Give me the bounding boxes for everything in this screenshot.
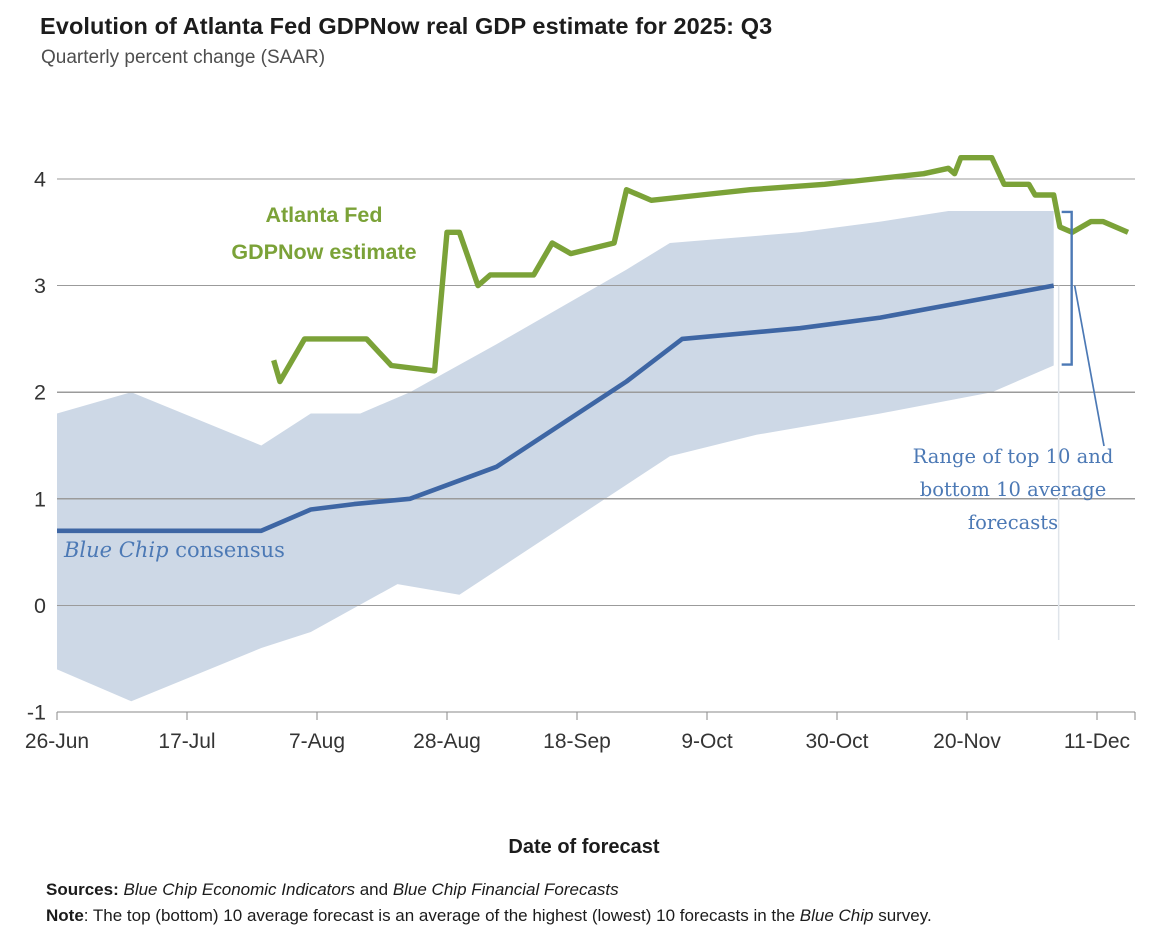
y-tick-label: 4	[34, 168, 46, 192]
note-label: Note	[46, 906, 84, 925]
blue-chip-line	[57, 283, 1055, 534]
y-tick-label: 0	[34, 594, 46, 618]
note-end: survey.	[873, 906, 932, 925]
note-line: Note: The top (bottom) 10 average foreca…	[46, 903, 932, 929]
y-tick-label: -1	[27, 701, 46, 725]
bluechip-series-label: Blue Chip consensus	[64, 538, 285, 562]
x-tick-label: 28-Aug	[413, 730, 481, 753]
range-bracket	[1061, 210, 1073, 366]
x-tick-label: 18-Sep	[543, 730, 611, 753]
sources-line: Sources: Blue Chip Economic Indicators a…	[46, 877, 932, 903]
x-tick-label: 30-Oct	[805, 730, 868, 753]
footer-notes: Sources: Blue Chip Economic Indicators a…	[46, 877, 932, 929]
y-tick-label: 3	[34, 274, 46, 298]
source-1: Blue Chip Economic Indicators	[123, 880, 355, 899]
sources-and: and	[355, 880, 393, 899]
forecast-range-band	[57, 211, 1054, 702]
x-tick-label: 11-Dec	[1064, 730, 1130, 753]
note-body: : The top (bottom) 10 average forecast i…	[83, 906, 800, 925]
x-tick-label: 26-Jun	[25, 730, 89, 753]
gdpnow-line	[271, 154, 1130, 385]
y-tick-label: 1	[34, 487, 46, 511]
bluechip-series-label-italic: Blue Chip	[64, 538, 169, 562]
source-2: Blue Chip Financial Forecasts	[392, 880, 619, 899]
x-tick-label: 7-Aug	[289, 730, 345, 753]
chart-subtitle: Quarterly percent change (SAAR)	[41, 47, 326, 68]
x-axis-title: Date of forecast	[508, 836, 660, 858]
annotation-leader-line	[1073, 285, 1105, 447]
gdpnow-series-label: Atlanta Fed GDPNow estimate	[231, 203, 417, 264]
bluechip-series-label-rest: consensus	[168, 538, 285, 562]
note-italic: Blue Chip	[799, 906, 874, 925]
y-tick-label: 2	[34, 381, 46, 405]
x-tick-label: 17-Jul	[158, 730, 215, 753]
sources-label: Sources:	[46, 880, 124, 899]
chart-title: Evolution of Atlanta Fed GDPNow real GDP…	[40, 13, 773, 39]
x-tick-label: 20-Nov	[933, 730, 1001, 753]
x-tick-label: 9-Oct	[681, 730, 733, 753]
range-annotation-label: Range of top 10 and bottom 10 average fo…	[912, 445, 1114, 534]
